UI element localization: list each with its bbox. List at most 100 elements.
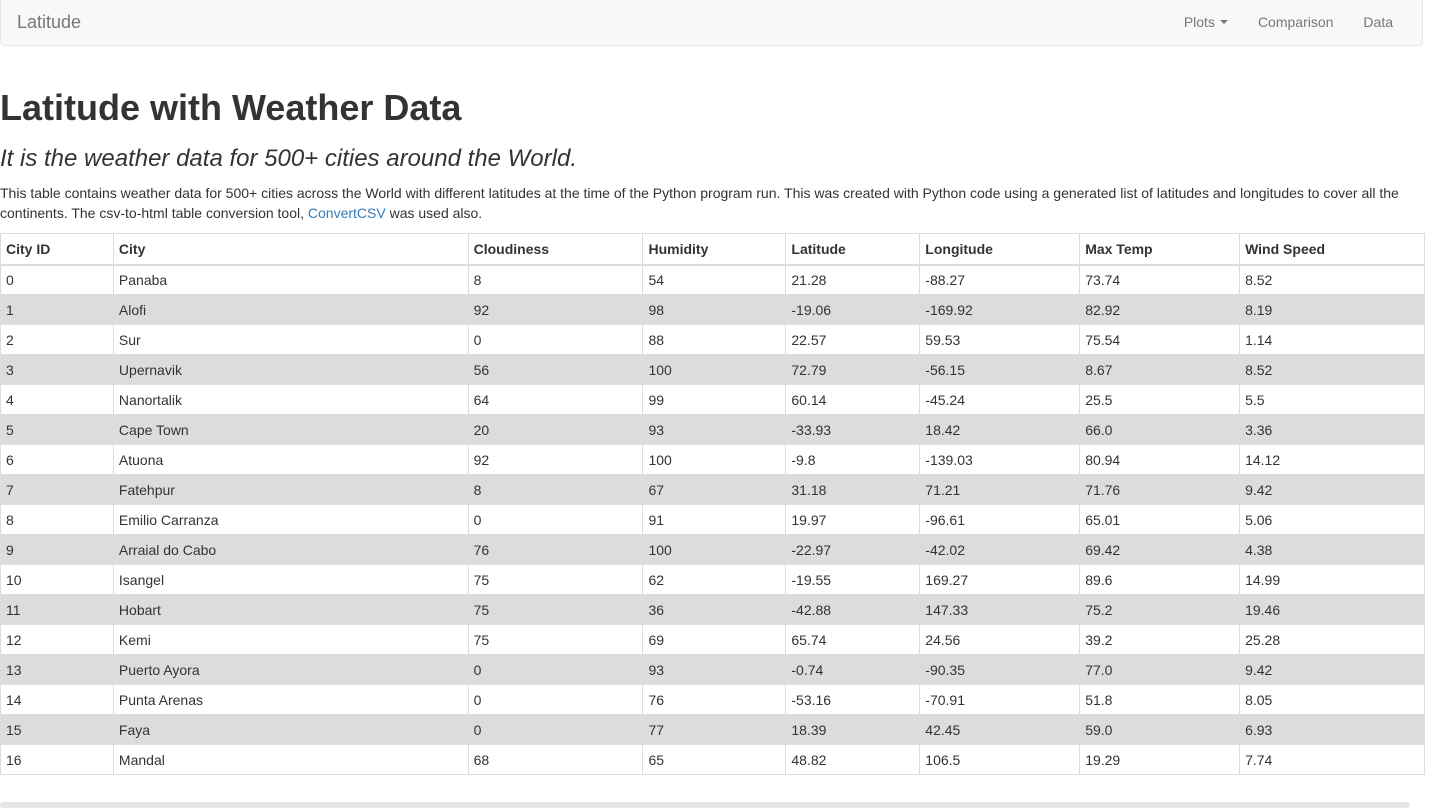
table-cell: Isangel xyxy=(112,564,469,595)
table-cell: Punta Arenas xyxy=(112,684,469,715)
table-cell: 71.21 xyxy=(919,474,1081,505)
table-header-row: City ID City Cloudiness Humidity Latitude Lon… xyxy=(0,233,1425,266)
table-cell: 59.53 xyxy=(919,324,1081,355)
table-cell: 76 xyxy=(467,534,644,565)
table-cell: 8 xyxy=(467,264,644,295)
table-cell: 93 xyxy=(642,414,787,445)
nav-plots-dropdown[interactable]: Plots xyxy=(1169,0,1243,44)
table-cell: 92 xyxy=(467,294,644,325)
caret-down-icon xyxy=(1219,20,1228,24)
table-cell: 8.19 xyxy=(1239,294,1425,325)
table-cell: 99 xyxy=(642,384,787,415)
table-cell: Kemi xyxy=(112,624,469,655)
table-cell: 8.52 xyxy=(1239,354,1425,385)
column-header: City ID xyxy=(0,233,114,266)
table-cell: -42.02 xyxy=(919,534,1081,565)
page-description: This table contains weather data for 500… xyxy=(0,183,1424,223)
table-cell: 75 xyxy=(467,624,644,655)
table-cell: 66.0 xyxy=(1079,414,1241,445)
table-cell: 16 xyxy=(0,744,114,775)
table-cell: 75 xyxy=(467,564,644,595)
table-cell: 75.54 xyxy=(1079,324,1241,355)
table-cell: 12 xyxy=(0,624,114,655)
table-cell: 68 xyxy=(467,744,644,775)
table-row: 4 Nanortalik 64 99 60.14 -45.24 25.5 5.5 xyxy=(0,384,1425,415)
page-subtitle: It is the weather data for 500+ cities a… xyxy=(0,145,577,172)
table-cell: 62 xyxy=(642,564,787,595)
navbar: Latitude Plots Comparison Data xyxy=(0,0,1423,46)
table-cell: 8.52 xyxy=(1239,264,1425,295)
table-cell: 98 xyxy=(642,294,787,325)
table-row: 7 Fatehpur 8 67 31.18 71.21 71.76 9.42 xyxy=(0,474,1425,505)
table-cell: 89.6 xyxy=(1079,564,1241,595)
table-cell: 65 xyxy=(642,744,787,775)
navbar-brand[interactable]: Latitude xyxy=(17,12,82,32)
table-cell: 92 xyxy=(467,444,644,475)
table-cell: 91 xyxy=(642,504,787,535)
table-cell: -19.55 xyxy=(785,564,921,595)
table-cell: Nanortalik xyxy=(112,384,469,415)
convertcsv-link[interactable]: ConvertCSV xyxy=(307,205,386,221)
table-cell: 0 xyxy=(0,264,114,295)
table-cell: -90.35 xyxy=(919,654,1081,685)
column-header: Max Temp xyxy=(1079,233,1241,266)
table-cell: 100 xyxy=(642,534,787,565)
table-cell: 11 xyxy=(0,594,114,625)
page-title: Latitude with Weather Data xyxy=(0,87,462,128)
table-cell: 9.42 xyxy=(1239,474,1425,505)
column-header: Longitude xyxy=(919,233,1081,266)
table-cell: 6 xyxy=(0,444,114,475)
nav-data-link[interactable]: Data xyxy=(1363,14,1393,30)
nav-comparison-link[interactable]: Comparison xyxy=(1257,14,1334,30)
table-cell: 5.06 xyxy=(1239,504,1425,535)
table-cell: 77 xyxy=(642,714,787,745)
table-row: 13 Puerto Ayora 0 93 -0.74 -90.35 77.0 9.42 xyxy=(0,654,1425,685)
table-cell: Sur xyxy=(112,324,469,355)
table-cell: Arraial do Cabo xyxy=(112,534,469,565)
table-cell: 0 xyxy=(467,504,644,535)
table-cell: 48.82 xyxy=(785,744,921,775)
table-cell: 77.0 xyxy=(1079,654,1241,685)
table-row: 6 Atuona 92 100 -9.8 -139.03 80.94 14.12 xyxy=(0,444,1425,475)
table-row: 1 Alofi 92 98 -19.06 -169.92 82.92 8.19 xyxy=(0,294,1425,325)
table-row: 11 Hobart 75 36 -42.88 147.33 75.2 19.46 xyxy=(0,594,1425,625)
table-cell: 19.46 xyxy=(1239,594,1425,625)
table-cell: 69.42 xyxy=(1079,534,1241,565)
table-cell: Alofi xyxy=(112,294,469,325)
table-cell: 22.57 xyxy=(785,324,921,355)
table-cell: 59.0 xyxy=(1079,714,1241,745)
table-cell: 73.74 xyxy=(1079,264,1241,295)
table-cell: 19.97 xyxy=(785,504,921,535)
column-header: Cloudiness xyxy=(467,233,644,266)
table-cell: Cape Town xyxy=(112,414,469,445)
table-cell: -9.8 xyxy=(785,444,921,475)
horizontal-scrollbar[interactable] xyxy=(0,802,1410,808)
table-cell: 18.39 xyxy=(785,714,921,745)
table-cell: 4 xyxy=(0,384,114,415)
description-text-before: This table contains weather data for 500… xyxy=(0,185,1399,221)
table-cell: 14 xyxy=(0,684,114,715)
column-header: Wind Speed xyxy=(1239,233,1425,266)
table-cell: 56 xyxy=(467,354,644,385)
table-cell: 0 xyxy=(467,654,644,685)
table-cell: Faya xyxy=(112,714,469,745)
table-cell: 2 xyxy=(0,324,114,355)
table-row: 9 Arraial do Cabo 76 100 -22.97 -42.02 69.42 4.… xyxy=(0,534,1425,565)
table-cell: 1.14 xyxy=(1239,324,1425,355)
table-row: 3 Upernavik 56 100 72.79 -56.15 8.67 8.52 xyxy=(0,354,1425,385)
table-cell: -169.92 xyxy=(919,294,1081,325)
nav-links: Plots Comparison Data xyxy=(1169,0,1422,44)
table-cell: 3 xyxy=(0,354,114,385)
table-cell: 5.5 xyxy=(1239,384,1425,415)
table-cell: 88 xyxy=(642,324,787,355)
table-cell: -88.27 xyxy=(919,264,1081,295)
table-cell: 7.74 xyxy=(1239,744,1425,775)
table-cell: Panaba xyxy=(112,264,469,295)
table-cell: 75 xyxy=(467,594,644,625)
table-cell: 69 xyxy=(642,624,787,655)
table-row: 10 Isangel 75 62 -19.55 169.27 89.6 14.99 xyxy=(0,564,1425,595)
table-cell: 36 xyxy=(642,594,787,625)
table-cell: 13 xyxy=(0,654,114,685)
table-cell: 106.5 xyxy=(919,744,1081,775)
table-cell: 4.38 xyxy=(1239,534,1425,565)
